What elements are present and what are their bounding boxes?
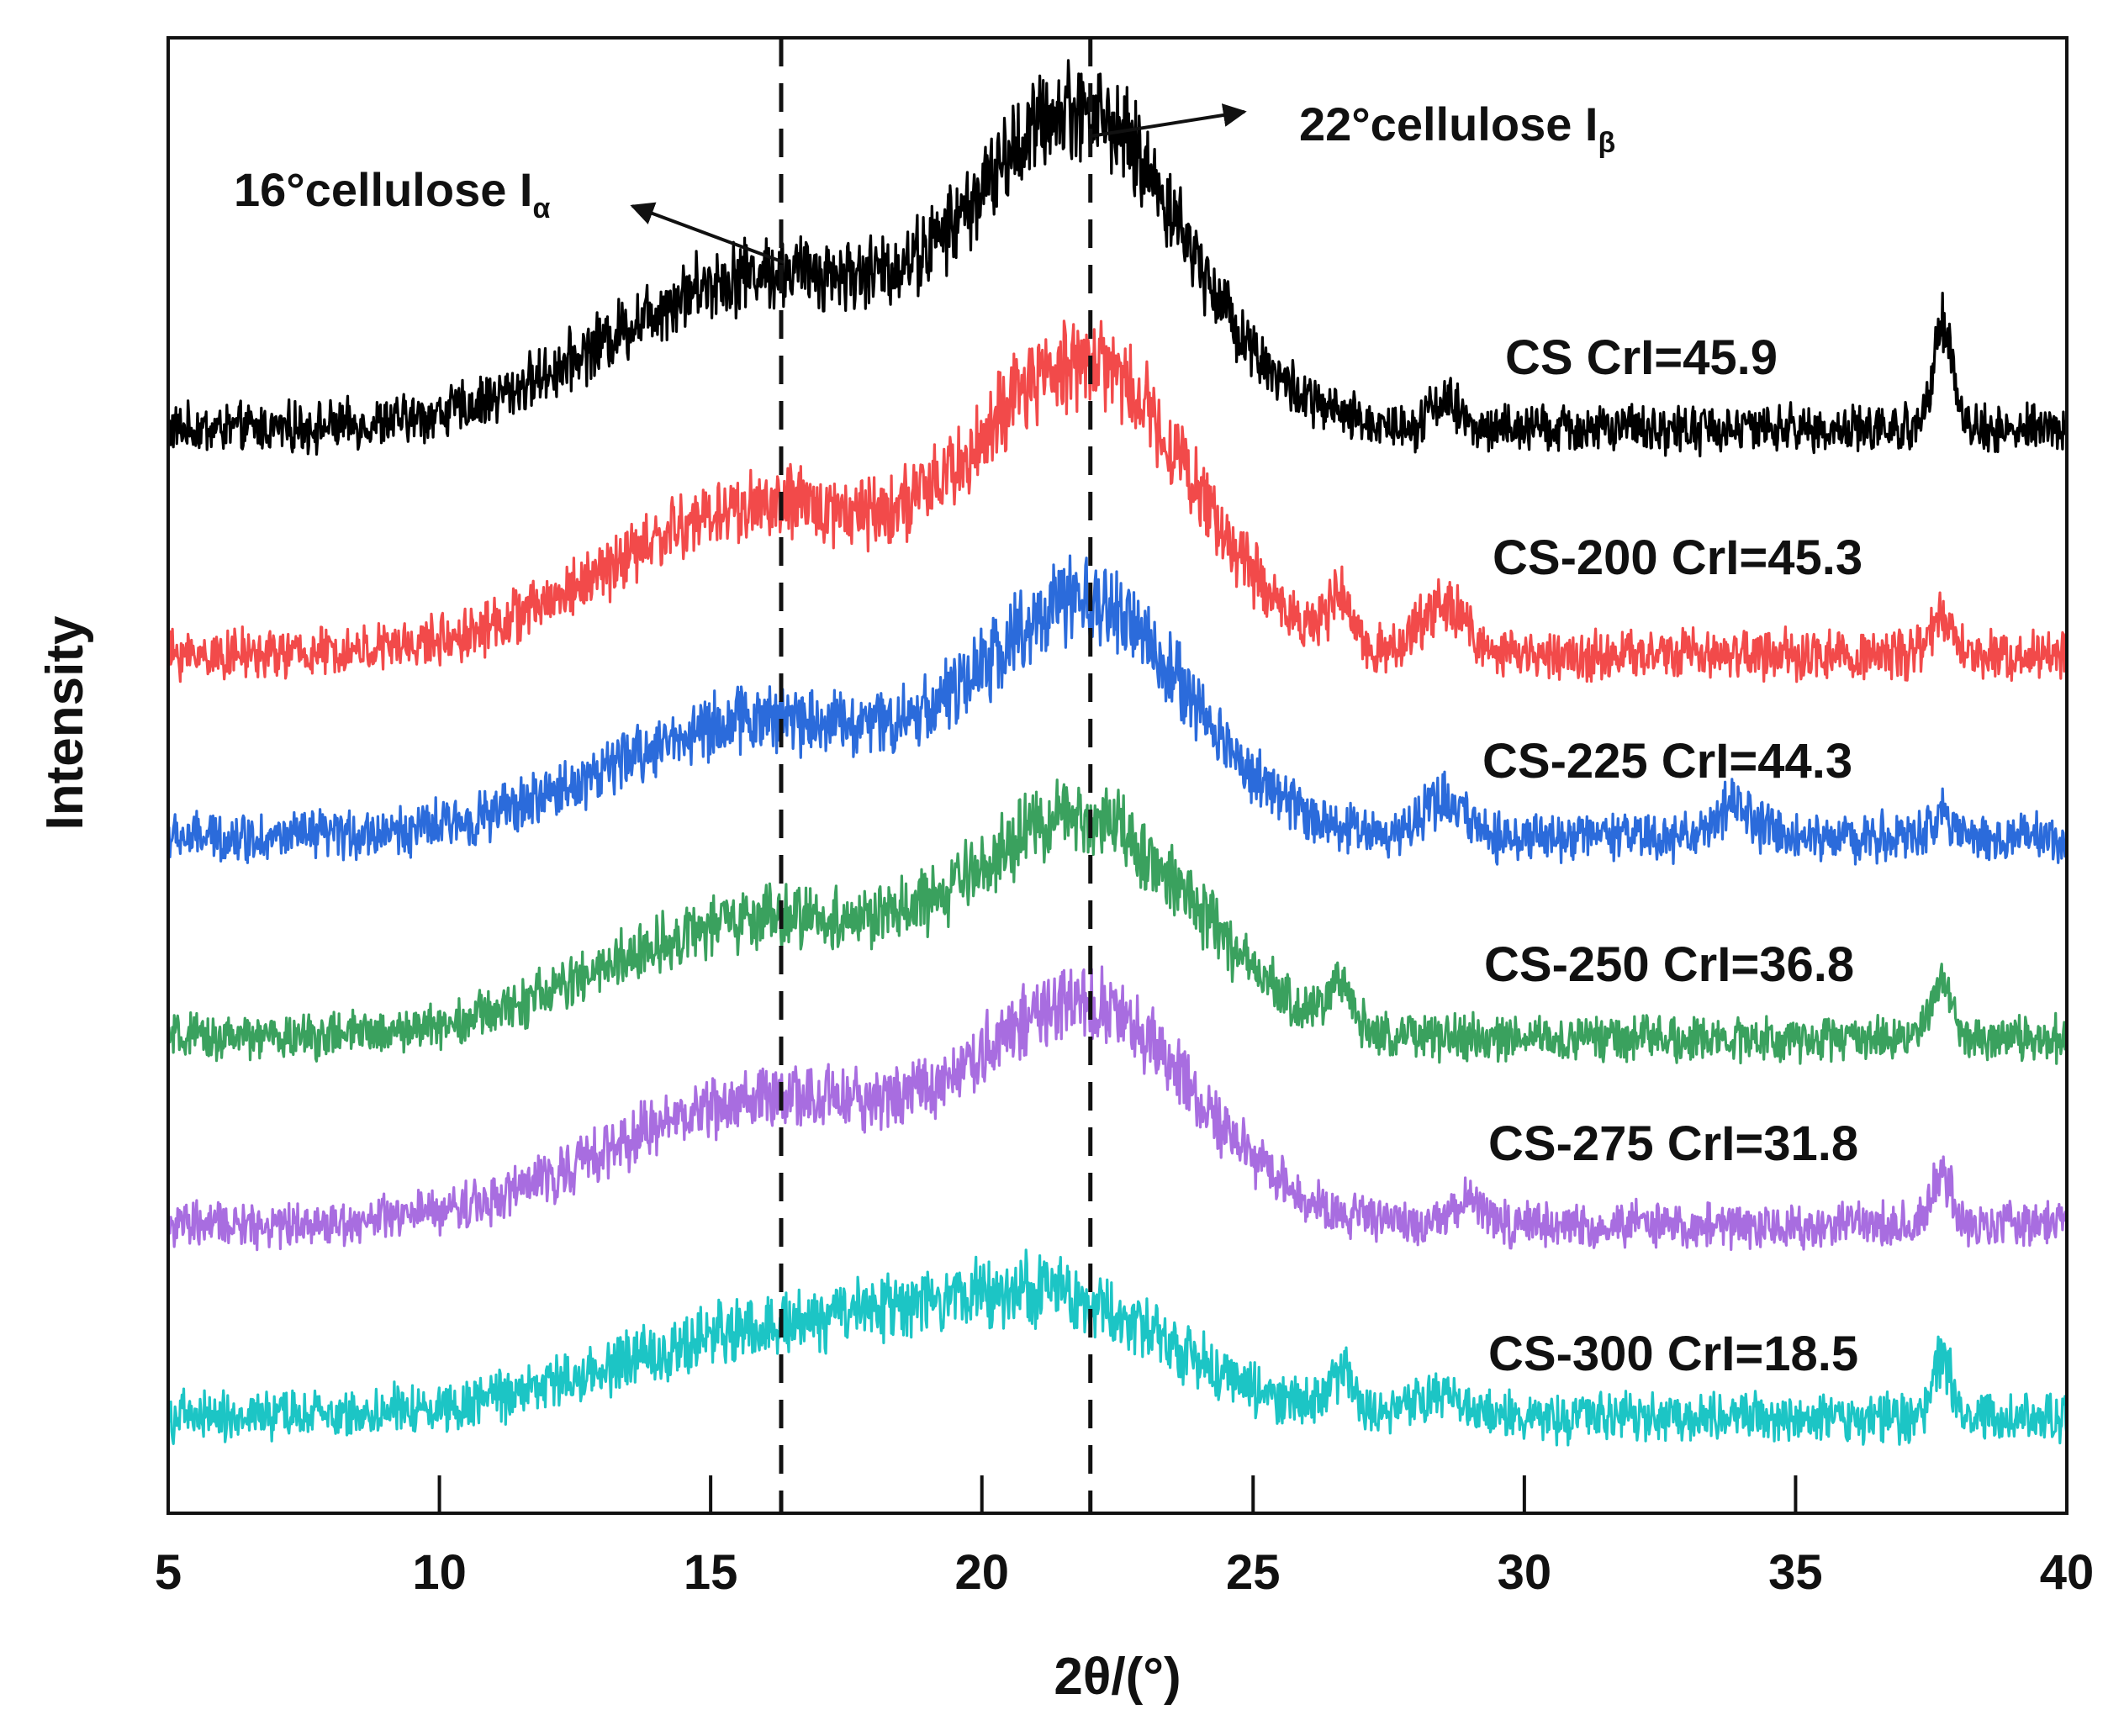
series-line-cs-200	[166, 319, 2069, 683]
reference-lines	[779, 38, 1093, 1513]
x-tick-label-35: 35	[1768, 1545, 1823, 1600]
series-line-cs-250	[166, 778, 2069, 1065]
series-label-cs-300: CS-300 CrI=18.5	[1488, 1327, 1858, 1381]
x-tick-label-10: 10	[412, 1545, 467, 1600]
x-tick-label-5: 5	[155, 1545, 182, 1600]
annotation-ib-text: 22°cellulose Iβ	[1299, 98, 1615, 159]
x-tick-label-15: 15	[684, 1545, 738, 1600]
series-label-cs-225: CS-225 CrI=44.3	[1482, 734, 1852, 789]
series-layer	[166, 59, 2069, 1447]
x-axis-tick-labels: 5 10 15 20 25 30 35 40	[155, 1545, 2094, 1600]
x-tick-label-30: 30	[1498, 1545, 1552, 1600]
series-labels: CS CrI=45.9 CS-200 CrI=45.3 CS-225 CrI=44.…	[1482, 330, 1862, 1381]
series-line-cs	[166, 59, 2069, 458]
x-tick-label-40: 40	[2040, 1545, 2095, 1600]
annotation-cellulose-ib: 22°cellulose Iβ	[1090, 98, 1615, 159]
x-axis-ticks	[166, 1475, 2069, 1513]
x-tick-label-25: 25	[1226, 1545, 1281, 1600]
series-label-cs-250: CS-250 CrI=36.8	[1484, 937, 1854, 992]
plot-frame	[166, 36, 2069, 1515]
y-axis-title: Intensity	[36, 615, 94, 830]
annotation-ia-arrow	[630, 202, 785, 264]
series-line-cs-275	[166, 965, 2069, 1252]
x-tick-label-20: 20	[954, 1545, 1009, 1600]
annotation-ib-arrow	[1090, 103, 1247, 138]
series-label-cs-200: CS-200 CrI=45.3	[1493, 530, 1862, 585]
annotation-ia-text: 16°cellulose Iα	[234, 163, 550, 224]
annotation-cellulose-ia: 16°cellulose Iα	[234, 163, 785, 264]
x-axis-title: 2θ/(°)	[1054, 1648, 1181, 1706]
series-label-cs: CS CrI=45.9	[1505, 330, 1778, 385]
series-line-cs-300	[166, 1248, 2069, 1447]
series-label-cs-275: CS-275 CrI=31.8	[1488, 1116, 1858, 1171]
series-line-cs-225	[166, 554, 2069, 866]
